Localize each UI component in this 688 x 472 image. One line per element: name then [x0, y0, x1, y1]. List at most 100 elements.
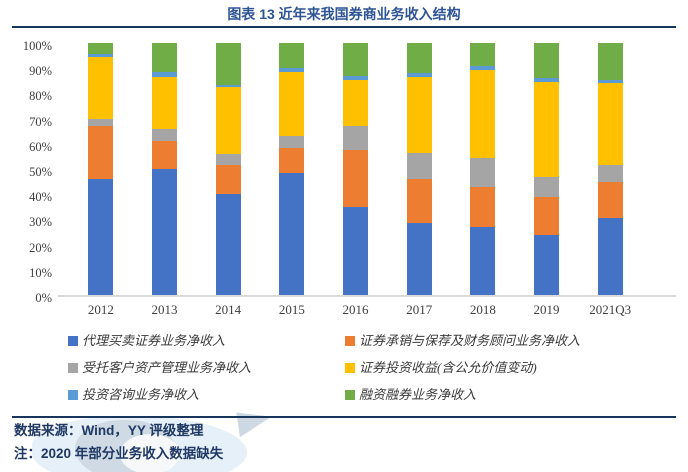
x-tick-label: 2017 [406, 302, 433, 317]
bar-segment [406, 77, 432, 153]
bar-segment [215, 165, 241, 195]
legend-label: 证券投资收益(含公允价值变动) [359, 360, 537, 375]
bar-slot-2014 [196, 43, 260, 295]
title-divider-line [12, 26, 676, 28]
bar-segment [534, 82, 560, 177]
plot-wrap: 0% 10% 20% 30% 40% 50% 60% 70% 80% 90% 100% [0, 40, 688, 305]
y-axis: 0% 10% 20% 30% 40% 50% 60% 70% 80% 90% 100% [0, 40, 58, 305]
chart-legend: 代理买卖证券业务净收入 证券承销与保荐及财务顾问业务净收入受托客户资产管理业务净收… [68, 334, 676, 402]
legend-label: 融资融券业务净收入 [359, 387, 477, 402]
bar-segment [343, 126, 369, 151]
legend-swatch-icon [345, 390, 355, 400]
bar-segment [343, 43, 369, 76]
stacked-bar-2014 [215, 43, 241, 295]
bar-segment [597, 79, 623, 84]
y-tick-label: 10% [29, 265, 52, 280]
y-tick-label: 20% [29, 240, 52, 255]
bar-segment [152, 141, 177, 169]
bar-segment [597, 218, 623, 295]
x-tick-label: 2012 [87, 302, 114, 317]
bar-segment [279, 172, 305, 295]
bar-segment [279, 43, 305, 69]
legend-item: 代理买卖证券业务净收入 [68, 334, 345, 348]
legend-label: 投资咨询业务净收入 [82, 387, 200, 402]
bar-segment [343, 150, 369, 207]
data-source-text: 数据来源：Wind，YY 评级整理 [14, 423, 204, 438]
stacked-bar-2013 [152, 43, 177, 295]
bar-segment [534, 43, 560, 79]
bar-segment [470, 69, 496, 158]
bar-segment [215, 153, 241, 166]
footer-divider-line [12, 416, 676, 418]
bar-segment [406, 73, 432, 78]
stacked-bar-2021Q3 [597, 43, 623, 295]
bar-segment [152, 77, 177, 129]
bar-slot-2015 [260, 43, 324, 295]
stacked-bar-2015 [279, 43, 305, 295]
bar-segment [406, 223, 432, 295]
bar-segment [215, 194, 241, 295]
bar-segment [152, 43, 177, 72]
bar-slot-2018 [451, 43, 515, 295]
bar-slot-2016 [324, 43, 388, 295]
y-tick-label: 60% [29, 139, 52, 154]
y-tick-label: 50% [29, 165, 52, 179]
x-tick-label: 2016 [342, 302, 369, 317]
bar-slot-2013 [133, 43, 197, 295]
y-tick-label: 40% [29, 190, 52, 205]
bar-segment [279, 136, 305, 148]
legend-swatch-icon [68, 363, 78, 373]
bar-segment [534, 196, 560, 235]
legend-item: 投资咨询业务净收入 [68, 388, 345, 402]
x-tick-label: 2013 [151, 302, 178, 317]
bar-segment [215, 43, 241, 85]
y-tick-label: 80% [29, 89, 52, 104]
bar-segment [406, 43, 432, 74]
bar-slot-2012 [69, 43, 133, 295]
footer: 数据来源：Wind，YY 评级整理 注：2020 年部分业务收入数据缺失 [0, 407, 688, 472]
bar-slot-2017 [387, 43, 451, 295]
stacked-bar-2012 [88, 43, 114, 295]
legend-item: 融资融券业务净收入 [345, 388, 676, 402]
legend-swatch-icon [345, 363, 355, 373]
bar-segment [470, 157, 496, 187]
x-tick-label: 2014 [215, 302, 242, 317]
bar-segment [88, 126, 114, 180]
y-tick-label: 0% [35, 291, 52, 305]
bar-segment [534, 78, 560, 83]
bar-segment [88, 43, 114, 55]
bar-segment [470, 43, 496, 66]
bar-segment [88, 118, 114, 127]
bar-segment [406, 179, 432, 224]
bar-segment [534, 176, 560, 197]
chart-title: 图表 13 近年来我国券商业务收入结构 [227, 6, 461, 22]
bar-segment [534, 234, 560, 295]
bar-segment [279, 72, 305, 137]
bar-slot-2019 [515, 43, 579, 295]
y-tick-label: 90% [29, 64, 52, 79]
bar-segment [597, 181, 623, 219]
legend-label: 代理买卖证券业务净收入 [82, 333, 226, 348]
bar-segment [152, 128, 177, 142]
bar-segment [152, 169, 177, 295]
legend-item: 证券承销与保荐及财务顾问业务净收入 [345, 334, 676, 348]
bar-segment [597, 165, 623, 182]
bar-segment [88, 54, 114, 57]
y-tick-label: 70% [29, 114, 52, 129]
bar-segment [215, 84, 241, 88]
bar-segment [470, 65, 496, 70]
bar-segment [470, 186, 496, 227]
x-tick-label: 2019 [533, 302, 560, 317]
stacked-bar-2017 [406, 43, 432, 295]
bar-segment [88, 56, 114, 119]
bar-slot-2021Q3 [578, 43, 642, 295]
stacked-bar-2018 [470, 43, 496, 295]
x-tick-label: 2021Q3 [589, 302, 632, 317]
bar-segment [406, 152, 432, 180]
bar-segment [597, 43, 623, 80]
bar-segment [215, 87, 241, 154]
legend-label: 受托客户资产管理业务净收入 [82, 360, 252, 375]
bar-segment [279, 68, 305, 73]
bar-segment [343, 75, 369, 80]
